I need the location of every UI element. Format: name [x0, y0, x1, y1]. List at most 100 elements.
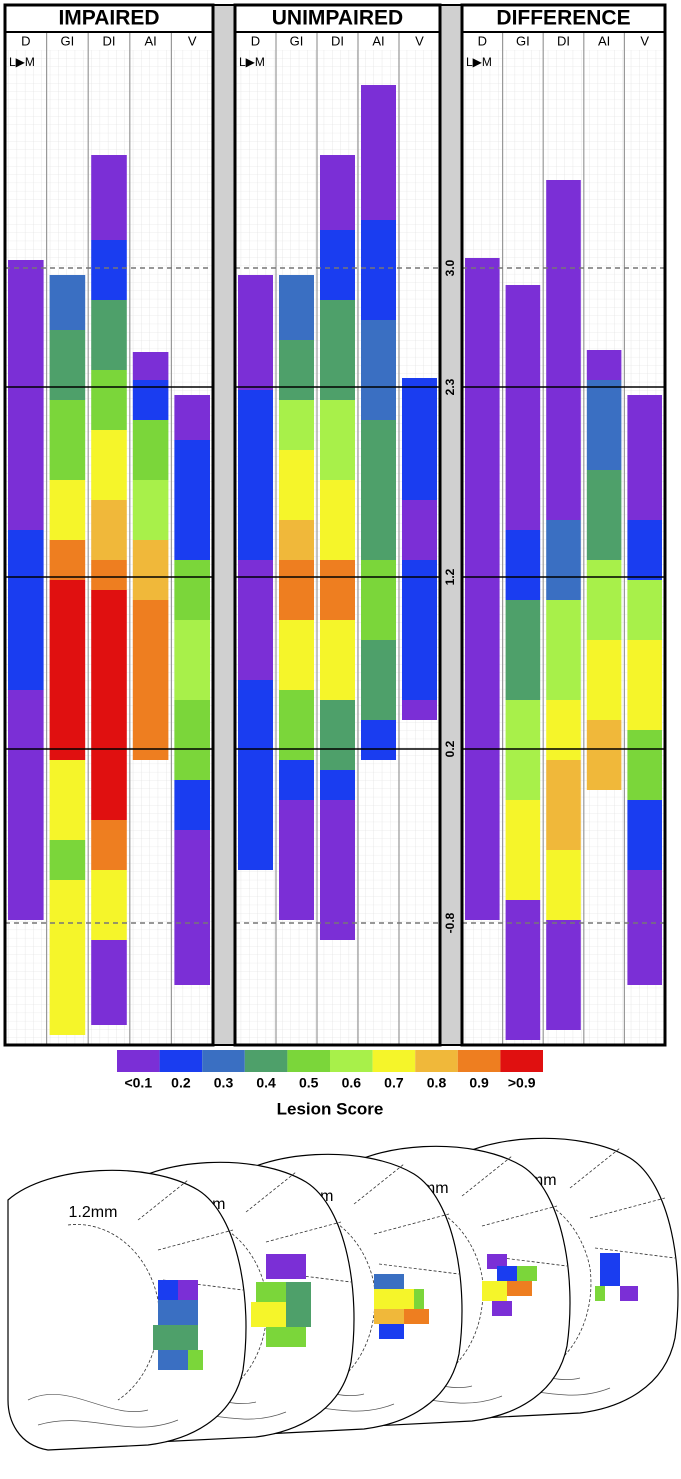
- lesion-cell: [279, 760, 314, 800]
- panel-title: DIFFERENCE: [496, 7, 630, 30]
- lesion-cell: [91, 870, 127, 940]
- legend-swatch: [117, 1050, 160, 1072]
- lesion-cell: [279, 340, 314, 400]
- lesion-cell: [505, 800, 541, 900]
- lesion-cell: [361, 640, 396, 720]
- slices: -0.84mm-0.36mm0.0mm0.6mm1.2mm: [7, 1137, 679, 1451]
- lesion-cell: [627, 395, 662, 520]
- column-label: V: [188, 33, 197, 48]
- slice-detail: [27, 1394, 179, 1428]
- lesion-cell: [49, 540, 86, 580]
- slice-patch: [492, 1301, 512, 1316]
- lesion-cell: [361, 720, 396, 760]
- column-label: DI: [557, 33, 570, 48]
- slice-patch: [414, 1289, 424, 1309]
- column-label: DI: [331, 33, 344, 48]
- legend-label: 0.2: [171, 1075, 191, 1091]
- slice-patch: [620, 1286, 638, 1301]
- lesion-cell: [174, 700, 210, 780]
- separator: [439, 4, 463, 1046]
- lesion-cell: [279, 520, 314, 560]
- lesion-cell: [361, 320, 396, 420]
- slice-patch: [497, 1266, 517, 1281]
- lesion-cell: [586, 380, 622, 470]
- panel-frame: [3, 3, 215, 1047]
- slice-patch: [374, 1289, 414, 1309]
- legend-label: 0.3: [214, 1075, 234, 1091]
- lesion-cell: [505, 285, 541, 530]
- lesion-cell: [132, 600, 169, 730]
- lesion-cell: [505, 700, 541, 800]
- legend-swatch: [159, 1050, 203, 1072]
- slice-label: 1.2mm: [69, 1204, 118, 1221]
- legend-label: 0.6: [342, 1075, 362, 1091]
- level-label: 1.2: [443, 568, 457, 585]
- lesion-cell: [174, 440, 210, 560]
- lesion-cell: [320, 770, 355, 800]
- lesion-cell: [361, 220, 396, 320]
- lesion-cell: [546, 850, 581, 920]
- slice-outline: [7, 1169, 247, 1451]
- lesion-cell: [132, 730, 169, 760]
- lesion-cell: [49, 880, 86, 1035]
- column-label: V: [415, 33, 424, 48]
- lesion-cell: [361, 560, 396, 640]
- lesion-cell: [8, 690, 44, 920]
- orientation-label: L▶M: [9, 55, 35, 69]
- lesion-cell: [320, 700, 355, 770]
- lesion-cell: [132, 352, 169, 380]
- column-label: AI: [598, 33, 610, 48]
- level-label: 3.0: [443, 259, 457, 276]
- panel-title: IMPAIRED: [58, 7, 159, 30]
- lesion-cell: [505, 600, 541, 700]
- legend-swatch: [330, 1050, 373, 1072]
- lesion-cell: [91, 500, 127, 560]
- lesion-cell: [320, 300, 355, 400]
- lesion-cell: [586, 640, 622, 720]
- lesion-cell: [320, 230, 355, 300]
- lesion-cell: [546, 600, 581, 700]
- lesion-cell: [320, 155, 355, 230]
- lesion-cell: [49, 480, 86, 540]
- lesion-cell: [49, 580, 86, 760]
- lesion-cell: [132, 420, 169, 480]
- panel-frame: [233, 3, 442, 1047]
- lesion-cell: [546, 760, 581, 850]
- lesion-cell: [320, 560, 355, 620]
- slice-patch: [404, 1309, 429, 1324]
- legend-swatch: [457, 1050, 501, 1072]
- slice-detail: [499, 1147, 676, 1369]
- lesion-cell: [546, 180, 581, 520]
- slice-patch: [286, 1282, 311, 1302]
- lesion-cell: [8, 530, 44, 690]
- lesion-cell: [238, 390, 273, 560]
- lesion-cell: [174, 560, 210, 620]
- legend-title: Lesion Score: [277, 1099, 384, 1118]
- column-label: GI: [290, 33, 304, 48]
- slice-patch: [600, 1271, 620, 1286]
- lesion-cell: [586, 350, 622, 380]
- lesion-cell: [361, 420, 396, 560]
- lesion-cell: [402, 378, 437, 500]
- lesion-cell: [627, 870, 662, 985]
- lesion-cell: [91, 820, 127, 870]
- legend-label: 0.5: [299, 1075, 319, 1091]
- slice-patch: [379, 1324, 404, 1339]
- lesion-cell: [627, 640, 662, 730]
- lesion-cell: [320, 480, 355, 560]
- slice-patch: [266, 1327, 306, 1347]
- column-label: D: [251, 33, 260, 48]
- lesion-cell: [546, 920, 581, 1030]
- slice-patch: [153, 1325, 198, 1350]
- panels: IMPAIRED D GI DI AI V L▶M UNIMPAIRED D GI DI AI V L▶M…: [3, 3, 667, 1047]
- lesion-cell: [174, 620, 210, 700]
- lesion-cell: [361, 85, 396, 220]
- lesion-cell: [320, 800, 355, 940]
- slice-patch: [158, 1280, 178, 1300]
- lesion-cell: [132, 540, 169, 600]
- column-label: D: [21, 33, 30, 48]
- lesion-cell: [546, 700, 581, 760]
- lesion-cell: [238, 560, 273, 680]
- slice-patch: [507, 1281, 532, 1296]
